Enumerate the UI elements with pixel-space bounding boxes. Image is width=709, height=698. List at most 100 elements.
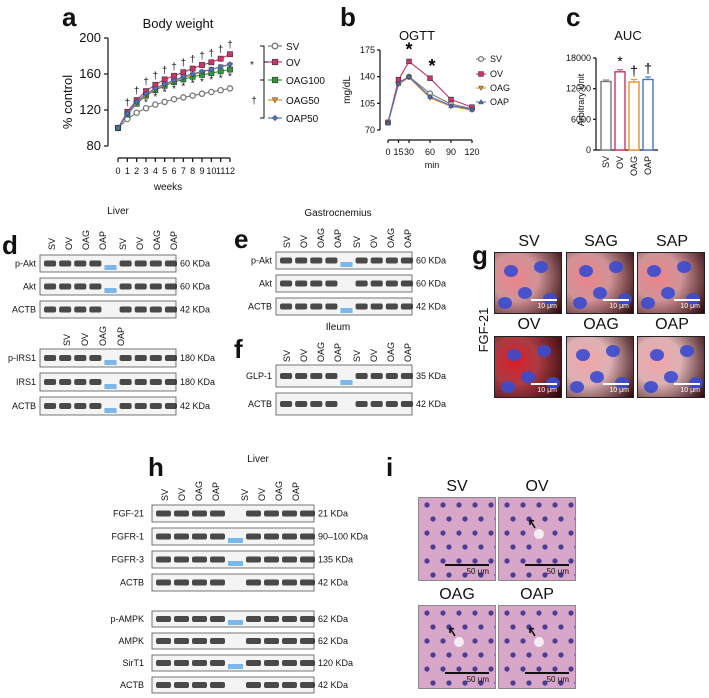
- nucleus: [641, 297, 655, 309]
- point-OV: [208, 59, 215, 66]
- nucleus: [424, 638, 430, 644]
- blot-row-band: [210, 638, 225, 644]
- x-tick-label-OAP: OAP: [643, 156, 653, 175]
- nucleus: [430, 544, 436, 550]
- nucleus: [552, 530, 558, 536]
- panel-label-i: i: [386, 452, 393, 482]
- nucleus: [558, 680, 564, 686]
- blot-row-band: [246, 616, 261, 622]
- legend-marker-OAG50: [271, 97, 279, 104]
- star-mark: *: [219, 73, 223, 84]
- row-label-GLP-1: GLP-1: [246, 371, 272, 381]
- nucleus: [462, 544, 468, 550]
- x-tick-label: 0: [115, 166, 120, 176]
- blot-row-band: [385, 280, 398, 287]
- y-tick-label: 140: [360, 72, 375, 82]
- row-size: 21 KDa: [318, 509, 348, 519]
- blot-row-ladder: [228, 664, 243, 669]
- chart-c-auc: 0 6000 12000 18000 SV * OV † OAG † OAP: [566, 53, 658, 176]
- nuclei: [573, 261, 632, 309]
- nucleus: [478, 544, 484, 550]
- nucleus: [574, 625, 575, 629]
- nucleus: [440, 666, 446, 672]
- panel-label-f: f: [234, 334, 243, 364]
- row-label-Akt: Akt: [23, 282, 37, 292]
- blot-h-title: Liver: [247, 454, 269, 465]
- blot-row-band: [156, 510, 171, 517]
- blot-row-band: [385, 257, 398, 264]
- nucleus: [606, 345, 620, 357]
- nucleus: [430, 680, 436, 686]
- blot-row-band: [156, 682, 171, 688]
- point-SV: [226, 85, 234, 92]
- blot-row-band: [400, 257, 413, 264]
- blot-row-band: [44, 379, 57, 385]
- nucleus: [520, 558, 526, 564]
- scale-bar: [525, 564, 569, 566]
- blot-row-band: [134, 403, 147, 409]
- blot-row-band: [282, 660, 297, 666]
- nucleus: [504, 666, 510, 672]
- chart-a-xlabel: weeks: [153, 182, 182, 193]
- row-size: 135 KDa: [318, 555, 353, 565]
- nucleus: [552, 666, 558, 672]
- blot-row-band: [174, 682, 189, 688]
- point-OV: [227, 51, 233, 58]
- blot-row-band: [246, 510, 261, 517]
- legend-marker-SV: [477, 55, 485, 63]
- lane-label-OAP: OAP: [403, 229, 413, 248]
- nucleus: [462, 624, 468, 630]
- row-label-IRS1: IRS1: [16, 377, 36, 387]
- bracket-dagger-label: †: [251, 96, 257, 107]
- dagger-mark: †: [209, 48, 215, 59]
- legend-label-OAP: OAP: [490, 97, 509, 107]
- nucleus: [518, 287, 532, 299]
- blot-row-ladder: [104, 384, 117, 389]
- star-30: *: [405, 39, 412, 59]
- y-tick-label: 105: [360, 98, 375, 108]
- lane-label-OAG: OAG: [274, 481, 284, 501]
- point-OAP: [427, 93, 433, 99]
- blot-row-band: [210, 579, 225, 586]
- lane-label-OAP: OAP: [333, 343, 343, 362]
- point-SV: [170, 95, 178, 103]
- panel-label-b: b: [340, 2, 356, 32]
- blot-h: SV OV OAG OAP SV OV OAG OAP FGF-21 21 KDa FGFR-1 90…: [110, 481, 368, 694]
- star-mark: *: [163, 88, 167, 99]
- scale-bar: [531, 383, 557, 385]
- blot-row-band: [264, 682, 279, 688]
- x-tick-label: 15: [393, 147, 403, 157]
- row-size: 42 KDa: [318, 680, 348, 690]
- panel-label-a: a: [62, 2, 77, 32]
- nucleus: [510, 652, 516, 658]
- blot-row-band: [134, 355, 147, 361]
- bracket-dagger: [260, 79, 265, 119]
- y-tick-label: 18000: [566, 53, 591, 63]
- x-tick-label: 60: [425, 147, 435, 157]
- x-tick-label: 9: [199, 166, 204, 176]
- hepatocytes: [424, 610, 495, 686]
- blot-row-band: [74, 306, 87, 313]
- y-tick-label: 200: [79, 30, 101, 45]
- legend-marker-SV: [271, 42, 279, 50]
- nucleus: [472, 666, 478, 672]
- nucleus: [510, 624, 516, 630]
- blot-row-band: [355, 257, 368, 264]
- blot-row-band: [119, 379, 132, 385]
- blot-row-band: [164, 403, 177, 409]
- row-label-ACTB: ACTB: [120, 578, 144, 588]
- nucleus: [456, 610, 462, 616]
- row-label-p-AMPK: p-AMPK: [110, 614, 144, 624]
- nucleus: [542, 652, 548, 658]
- x-tick-label-OAG: OAG: [629, 156, 639, 176]
- row-label-SirT1: SirT1: [122, 658, 144, 668]
- blot-row-band: [310, 373, 323, 379]
- nucleus: [568, 666, 574, 672]
- blot-row-band: [174, 579, 189, 586]
- lane-label-OAP: OAP: [291, 482, 301, 501]
- nucleus: [430, 516, 436, 522]
- row-size: 60 KDa: [416, 256, 446, 266]
- nucleus: [478, 652, 484, 658]
- blot-row-band: [89, 355, 102, 361]
- blot-row-band: [119, 306, 132, 313]
